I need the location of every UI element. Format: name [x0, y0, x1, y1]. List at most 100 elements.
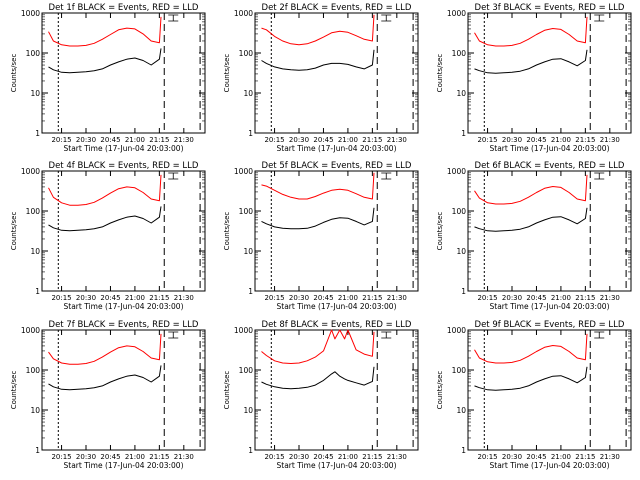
y-tick-label: 10	[30, 406, 40, 415]
y-tick-label: 1	[248, 446, 253, 455]
x-tick-label: 21:00	[125, 136, 145, 144]
y-tick-label: 1	[35, 129, 40, 138]
detector-panel: Det 7f BLACK = Events, RED = LLD 1000 100 1…	[10, 320, 206, 470]
x-tick-label: 20:15	[477, 294, 497, 302]
x-tick-label: 20:15	[477, 136, 497, 144]
detector-panel: Det 9f BLACK = Events, RED = LLD 1000 100 1…	[436, 320, 632, 470]
y-axis-label: Counts/sec	[436, 371, 444, 410]
lld-series-line	[261, 172, 375, 200]
lld-series-line	[48, 333, 162, 365]
x-tick-label: 20:45	[100, 453, 120, 461]
attenuator-marker	[594, 14, 605, 22]
y-tick-label: 1000	[447, 9, 466, 18]
x-tick-label: 21:00	[338, 453, 358, 461]
y-tick-label: 10	[30, 89, 40, 98]
x-tick-label: 20:15	[264, 294, 284, 302]
x-tick-label: 20:45	[100, 294, 120, 302]
x-tick-label: 20:30	[76, 136, 96, 144]
x-tick-label: 21:00	[551, 136, 571, 144]
x-tick-label: 21:00	[125, 453, 145, 461]
plot-frame	[41, 329, 206, 451]
panel-title: Det 3f BLACK = Events, RED = LLD	[475, 3, 625, 13]
x-axis-label: Start Time (17-Jun-04 20:03:00)	[64, 461, 184, 470]
plot-frame	[467, 170, 632, 292]
x-tick-label: 20:30	[289, 136, 309, 144]
attenuator-marker	[594, 331, 605, 339]
plot-frame	[467, 12, 632, 134]
x-tick-label: 20:30	[76, 453, 96, 461]
events-series-line	[48, 206, 162, 232]
lld-series-line	[261, 14, 375, 46]
y-tick-label: 10	[456, 406, 466, 415]
x-tick-label: 21:15	[149, 453, 169, 461]
x-tick-label: 21:30	[174, 453, 194, 461]
x-tick-label: 21:00	[551, 453, 571, 461]
y-tick-label: 1000	[21, 326, 40, 335]
y-tick-label: 1000	[234, 167, 253, 176]
x-tick-label: 21:30	[600, 453, 620, 461]
x-tick-label: 20:45	[313, 136, 333, 144]
x-tick-label: 21:30	[600, 294, 620, 302]
x-tick-label: 21:30	[387, 136, 407, 144]
y-tick-label: 1	[248, 287, 253, 296]
x-tick-label: 21:30	[174, 294, 194, 302]
x-tick-label: 21:15	[149, 136, 169, 144]
y-tick-label: 100	[239, 207, 254, 216]
panel-title: Det 5f BLACK = Events, RED = LLD	[262, 161, 412, 171]
y-tick-label: 100	[239, 49, 254, 58]
y-tick-label: 10	[456, 89, 466, 98]
lld-series-line	[261, 329, 375, 364]
lld-series-line	[48, 16, 162, 47]
y-tick-label: 10	[30, 247, 40, 256]
y-tick-label: 100	[452, 366, 467, 375]
x-axis-label: Start Time (17-Jun-04 20:03:00)	[277, 144, 397, 153]
y-axis-label: Counts/sec	[10, 54, 18, 93]
y-tick-label: 1000	[21, 167, 40, 176]
lld-series-line	[474, 174, 588, 205]
y-tick-label: 10	[243, 89, 253, 98]
attenuator-marker	[168, 172, 179, 180]
attenuator-marker	[168, 331, 179, 339]
x-tick-label: 20:45	[526, 136, 546, 144]
y-tick-label: 1	[461, 129, 466, 138]
events-series-line	[261, 207, 375, 230]
x-tick-label: 21:30	[174, 136, 194, 144]
y-tick-label: 1000	[447, 167, 466, 176]
plot-frame	[467, 329, 632, 451]
detector-panel: Det 1f BLACK = Events, RED = LLD 1000 100 1…	[10, 3, 206, 153]
x-tick-label: 20:30	[289, 453, 309, 461]
x-tick-label: 21:15	[575, 136, 595, 144]
y-tick-label: 100	[26, 49, 41, 58]
x-tick-label: 20:15	[477, 453, 497, 461]
y-tick-label: 100	[26, 366, 41, 375]
detector-panel: Det 4f BLACK = Events, RED = LLD 1000 100 1…	[10, 161, 206, 311]
y-tick-label: 100	[452, 207, 467, 216]
y-tick-label: 10	[243, 406, 253, 415]
lld-series-line	[48, 174, 162, 206]
x-tick-label: 20:15	[264, 453, 284, 461]
x-tick-label: 21:00	[338, 294, 358, 302]
x-tick-label: 20:30	[502, 453, 522, 461]
y-tick-label: 1	[35, 287, 40, 296]
x-tick-label: 20:30	[502, 136, 522, 144]
x-tick-label: 21:30	[600, 136, 620, 144]
x-axis-label: Start Time (17-Jun-04 20:03:00)	[490, 302, 610, 311]
y-tick-label: 1	[461, 287, 466, 296]
events-series-line	[474, 49, 588, 74]
y-tick-label: 100	[452, 49, 467, 58]
x-tick-label: 20:45	[313, 294, 333, 302]
attenuator-marker	[168, 14, 179, 22]
events-series-line	[474, 366, 588, 391]
events-series-line	[474, 207, 588, 232]
x-axis-label: Start Time (17-Jun-04 20:03:00)	[277, 461, 397, 470]
events-series-line	[48, 48, 162, 74]
y-tick-label: 1000	[234, 9, 253, 18]
plot-frame	[254, 12, 419, 134]
y-axis-label: Counts/sec	[223, 54, 231, 93]
x-tick-label: 20:45	[526, 294, 546, 302]
panel-title: Det 1f BLACK = Events, RED = LLD	[49, 3, 199, 13]
y-tick-label: 1	[35, 446, 40, 455]
x-tick-label: 21:00	[551, 294, 571, 302]
panel-title: Det 7f BLACK = Events, RED = LLD	[49, 320, 199, 330]
y-tick-label: 1000	[21, 9, 40, 18]
